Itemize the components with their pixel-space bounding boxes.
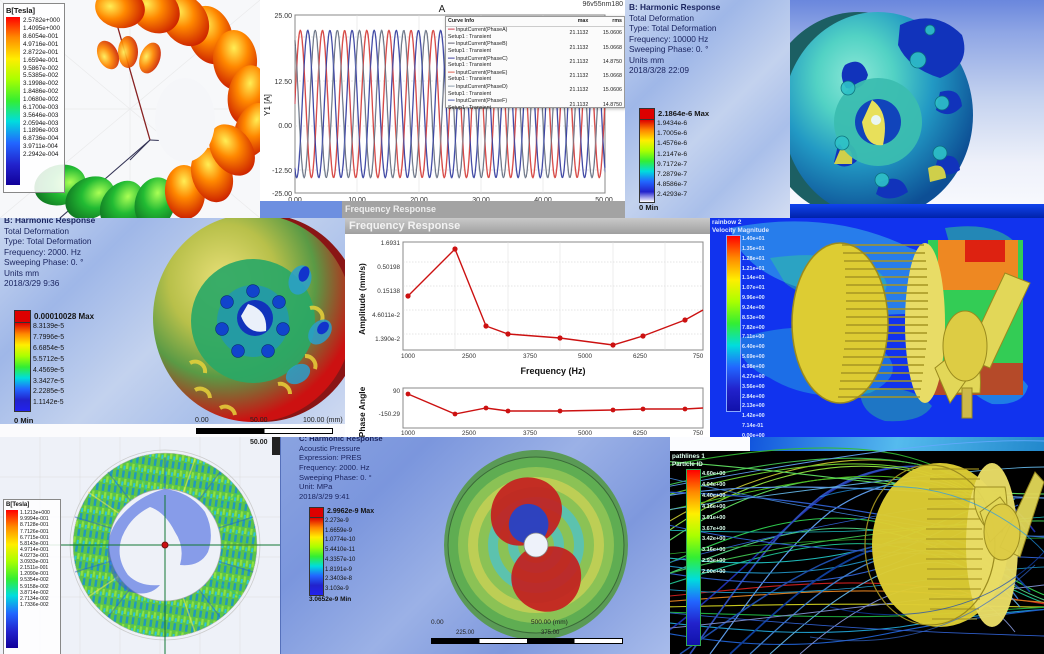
svg-text:Y1 [A]: Y1 [A] xyxy=(263,94,272,116)
svg-text:2500: 2500 xyxy=(462,353,477,360)
svg-text:0.15138: 0.15138 xyxy=(377,288,400,295)
svg-text:1.390e-2: 1.390e-2 xyxy=(375,336,400,343)
svg-text:1.6931: 1.6931 xyxy=(381,240,401,247)
svg-text:5000: 5000 xyxy=(578,353,593,360)
svg-text:0.00: 0.00 xyxy=(278,123,292,130)
svg-text:A: A xyxy=(439,4,446,15)
svg-text:6250: 6250 xyxy=(633,353,648,360)
svg-text:-12.50: -12.50 xyxy=(272,168,292,175)
svg-text:Phase Angle: Phase Angle xyxy=(357,386,367,437)
svg-text:Amplitude (mm/s): Amplitude (mm/s) xyxy=(357,263,367,335)
svg-text:5000: 5000 xyxy=(578,430,593,437)
svg-text:6250: 6250 xyxy=(633,430,648,437)
svg-text:25.00: 25.00 xyxy=(274,13,292,20)
svg-text:1000: 1000 xyxy=(401,353,416,360)
svg-text:-150.29: -150.29 xyxy=(379,411,401,418)
svg-text:90: 90 xyxy=(393,388,401,395)
svg-text:750: 750 xyxy=(693,353,704,360)
svg-text:0.50198: 0.50198 xyxy=(377,264,400,271)
svg-text:12.50: 12.50 xyxy=(274,79,292,86)
svg-text:1000: 1000 xyxy=(401,430,416,437)
svg-text:4.6011e-2: 4.6011e-2 xyxy=(372,312,400,319)
svg-text:2500: 2500 xyxy=(462,430,477,437)
svg-text:3750: 3750 xyxy=(523,430,538,437)
svg-text:Frequency (Hz): Frequency (Hz) xyxy=(520,366,585,376)
svg-text:750: 750 xyxy=(693,430,704,437)
svg-text:3750: 3750 xyxy=(523,353,538,360)
